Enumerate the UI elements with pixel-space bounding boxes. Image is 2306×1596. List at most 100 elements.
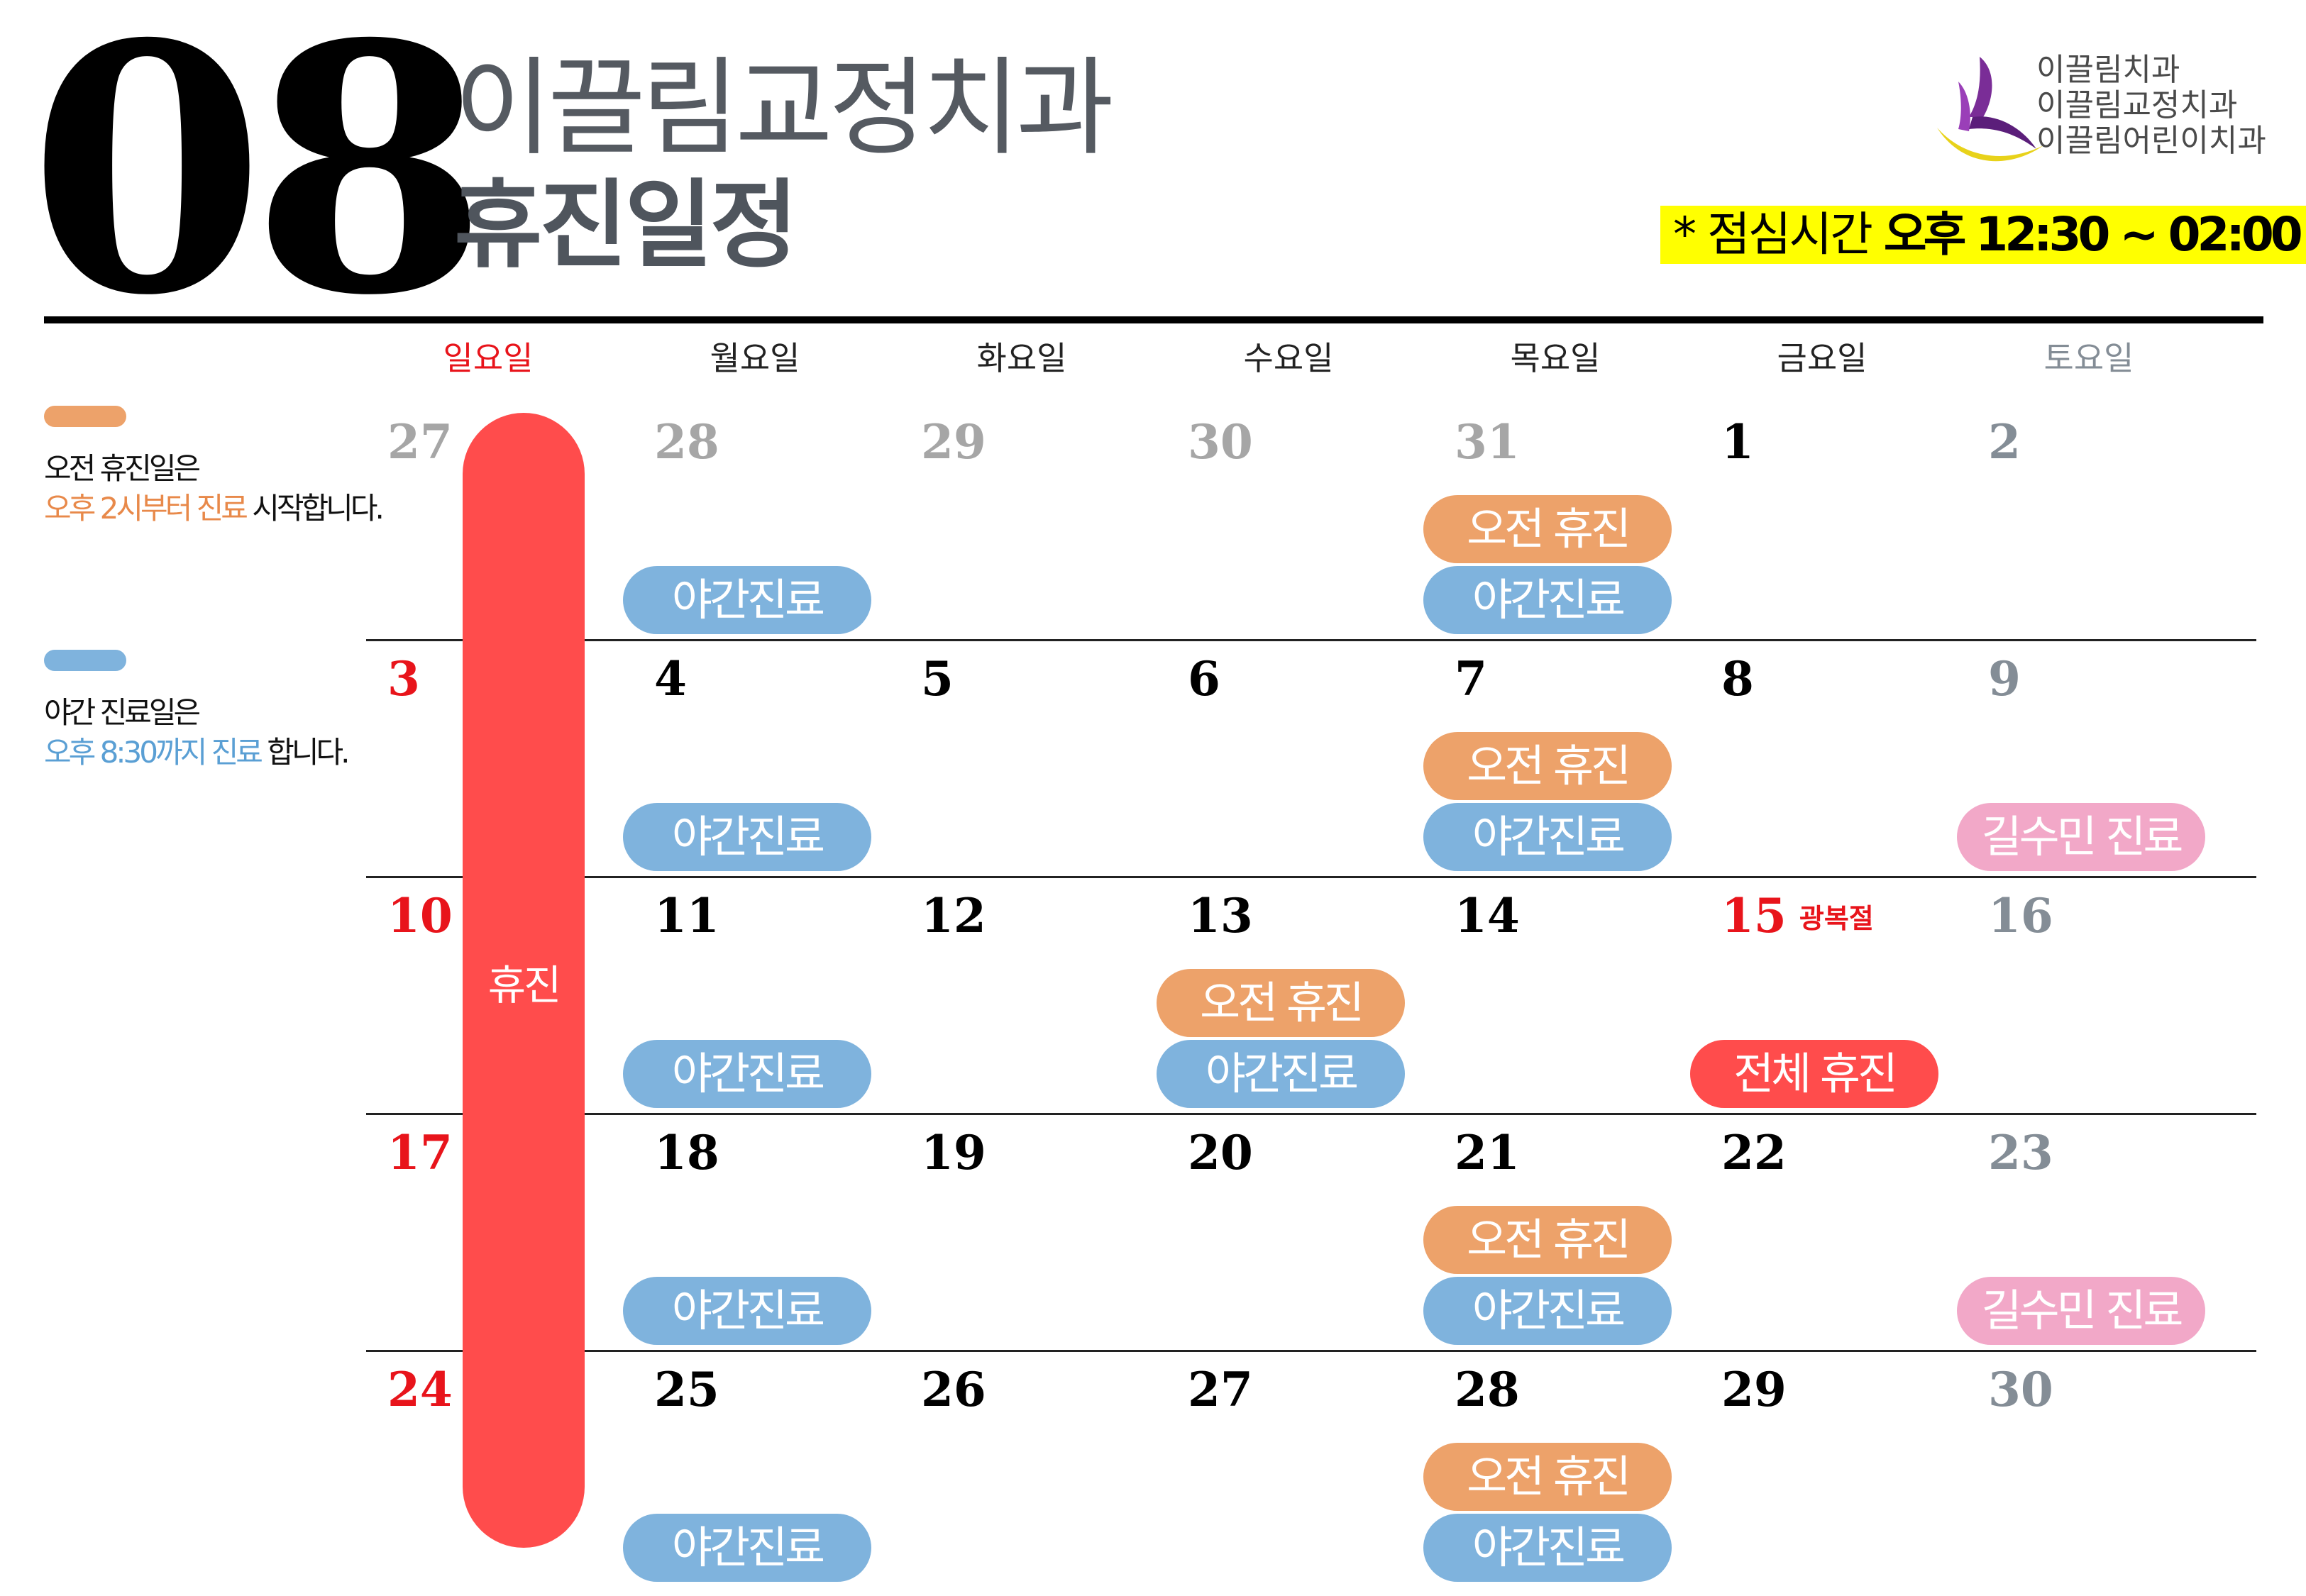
weekday-header: 금요일 bbox=[1777, 339, 1868, 377]
day-value: 15 bbox=[1721, 888, 1787, 943]
day-number: 22 bbox=[1721, 1129, 1787, 1176]
legend-rest: 시작합니다. bbox=[245, 491, 385, 526]
day-value: 3 bbox=[387, 651, 420, 706]
day-number: 12 bbox=[921, 892, 986, 939]
day-number: 24 bbox=[387, 1366, 453, 1413]
event-doctor: 길수민 진료 bbox=[1957, 1277, 2205, 1345]
legend-color-swatch bbox=[44, 406, 126, 427]
day-number: 28 bbox=[1455, 1366, 1520, 1413]
day-value: 30 bbox=[1188, 414, 1253, 470]
day-value: 21 bbox=[1455, 1125, 1520, 1180]
event-night: 야간진료 bbox=[623, 1514, 871, 1582]
day-number: 5 bbox=[921, 655, 954, 702]
legend-highlight: 오후 2시부터 진료 bbox=[44, 491, 248, 526]
day-number: 20 bbox=[1188, 1129, 1253, 1176]
day-value: 13 bbox=[1188, 888, 1253, 943]
clinic-name: 이끌림교정치과 bbox=[454, 47, 1114, 170]
event-night: 야간진료 bbox=[623, 1277, 871, 1345]
day-value: 4 bbox=[654, 651, 687, 706]
day-number: 9 bbox=[1988, 655, 2021, 702]
day-value: 26 bbox=[921, 1362, 986, 1417]
day-value: 7 bbox=[1455, 651, 1487, 706]
legend-rest: 합니다. bbox=[260, 735, 350, 770]
month-number: 08 bbox=[28, 0, 488, 370]
weekday-header: 일요일 bbox=[443, 339, 534, 377]
legend-line: 오후 2시부터 진료 시작합니다. bbox=[44, 488, 385, 529]
day-value: 25 bbox=[654, 1362, 719, 1417]
day-number: 8 bbox=[1721, 655, 1754, 702]
day-value: 14 bbox=[1455, 888, 1520, 943]
day-number: 14 bbox=[1455, 892, 1520, 939]
event-morning-off: 오전 휴진 bbox=[1423, 495, 1672, 563]
event-morning-off: 오전 휴진 bbox=[1423, 1443, 1672, 1511]
day-value: 9 bbox=[1988, 651, 2021, 706]
day-value: 27 bbox=[1188, 1362, 1253, 1417]
week-divider bbox=[366, 876, 2256, 878]
schedule-title: 휴진일정 bbox=[454, 170, 798, 281]
legend-line: 야간 진료일은 bbox=[44, 695, 201, 730]
day-value: 22 bbox=[1721, 1125, 1787, 1180]
legend-highlight: 오후 8:30까지 진료 bbox=[44, 735, 263, 770]
logo-text: 이끌림치과 이끌림교정치과 이끌림어린이치과 bbox=[2036, 52, 2266, 159]
day-number: 11 bbox=[654, 892, 719, 939]
event-night: 야간진료 bbox=[1423, 1277, 1672, 1345]
day-value: 1 bbox=[1721, 414, 1754, 470]
day-value: 12 bbox=[921, 888, 986, 943]
day-value: 11 bbox=[654, 888, 719, 943]
header-divider bbox=[44, 316, 2263, 323]
day-number: 19 bbox=[921, 1129, 986, 1176]
day-number: 3 bbox=[387, 655, 420, 702]
day-number: 23 bbox=[1988, 1129, 2053, 1176]
logo-line: 이끌림어린이치과 bbox=[2036, 123, 2266, 159]
day-number: 16 bbox=[1988, 892, 2053, 939]
day-number: 21 bbox=[1455, 1129, 1520, 1176]
day-number: 17 bbox=[387, 1129, 453, 1176]
event-morning-off: 오전 휴진 bbox=[1423, 1206, 1672, 1274]
day-value: 16 bbox=[1988, 888, 2053, 943]
day-value: 5 bbox=[921, 651, 954, 706]
day-value: 29 bbox=[1721, 1362, 1787, 1417]
weekday-header: 목요일 bbox=[1510, 339, 1601, 377]
day-number: 26 bbox=[921, 1366, 986, 1413]
week-divider bbox=[366, 639, 2256, 641]
day-value: 23 bbox=[1988, 1125, 2053, 1180]
weekday-header: 화요일 bbox=[976, 339, 1067, 377]
day-value: 28 bbox=[654, 414, 719, 470]
event-morning-off: 오전 휴진 bbox=[1423, 732, 1672, 800]
event-full-off: 전체 휴진 bbox=[1690, 1040, 1938, 1108]
day-number: 31 bbox=[1455, 419, 1520, 465]
day-value: 30 bbox=[1988, 1362, 2053, 1417]
event-night: 야간진료 bbox=[1423, 803, 1672, 871]
lunch-hours: 오후 12:30 ~ 02:00 bbox=[1883, 207, 2303, 262]
day-number: 25 bbox=[654, 1366, 719, 1413]
event-morning-off: 오전 휴진 bbox=[1157, 969, 1405, 1037]
legend-line: 오후 8:30까지 진료 합니다. bbox=[44, 732, 350, 773]
day-value: 29 bbox=[921, 414, 986, 470]
day-number: 1 bbox=[1721, 419, 1754, 465]
day-number: 30 bbox=[1188, 419, 1253, 465]
weekday-header: 월요일 bbox=[710, 339, 800, 377]
event-night: 야간진료 bbox=[1157, 1040, 1405, 1108]
day-value: 17 bbox=[387, 1125, 453, 1180]
day-value: 2 bbox=[1988, 414, 2021, 470]
event-night: 야간진료 bbox=[1423, 1514, 1672, 1582]
logo-line: 이끌림치과 bbox=[2036, 52, 2180, 88]
legend-line: 오전 휴진일은 bbox=[44, 451, 201, 486]
day-value: 10 bbox=[387, 888, 453, 943]
day-value: 19 bbox=[921, 1125, 986, 1180]
event-night: 야간진료 bbox=[623, 566, 871, 634]
holiday-name: 광복절 bbox=[1799, 903, 1874, 934]
day-value: 6 bbox=[1188, 651, 1220, 706]
day-number: 6 bbox=[1188, 655, 1220, 702]
day-value: 24 bbox=[387, 1362, 453, 1417]
day-value: 18 bbox=[654, 1125, 719, 1180]
legend-color-swatch bbox=[44, 650, 126, 671]
day-number: 28 bbox=[654, 419, 719, 465]
day-value: 8 bbox=[1721, 651, 1754, 706]
day-number: 15 광복절 bbox=[1721, 892, 1874, 939]
event-night: 야간진료 bbox=[623, 803, 871, 871]
day-number: 18 bbox=[654, 1129, 719, 1176]
day-number: 27 bbox=[387, 419, 453, 465]
logo-line: 이끌림교정치과 bbox=[2036, 87, 2238, 123]
day-number: 13 bbox=[1188, 892, 1253, 939]
